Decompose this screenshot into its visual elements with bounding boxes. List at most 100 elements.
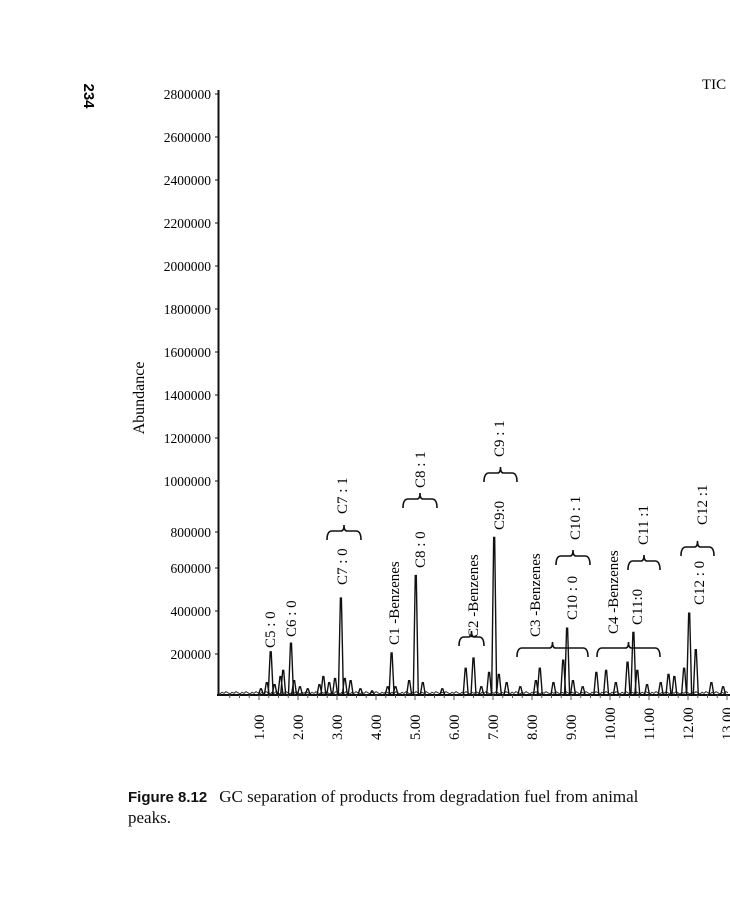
peak: [643, 684, 651, 696]
peak: [671, 675, 678, 696]
peak: [692, 649, 699, 696]
x-tick-label: 3.00: [330, 715, 346, 740]
bracket: [680, 540, 715, 557]
peak: [602, 669, 610, 696]
peak: [470, 657, 477, 696]
peak: [657, 682, 664, 696]
peak: [267, 651, 274, 696]
peak-label: C6 : 0: [284, 600, 300, 637]
peak: [392, 686, 399, 696]
peak: [462, 667, 469, 696]
peak: [304, 688, 311, 696]
baseline-noise: [219, 690, 729, 695]
peak-label: C9 : 1: [492, 420, 508, 457]
peak: [439, 688, 446, 696]
caption-text-line2: peaks.: [128, 808, 171, 827]
peak: [563, 627, 571, 696]
y-tick-label: 2400000: [164, 173, 212, 188]
peak: [287, 642, 295, 696]
y-tick-label: 800000: [171, 525, 212, 540]
peak: [536, 667, 543, 696]
figure-caption: Figure 8.12 GC separation of products fro…: [128, 787, 730, 828]
y-tick-label: 2600000: [164, 130, 212, 145]
peak-label: C12 : 0: [692, 561, 708, 605]
peak-label: C12 :1: [695, 485, 711, 525]
peak: [680, 667, 688, 696]
bracket: [402, 492, 438, 509]
x-tick-label: 8.00: [525, 715, 541, 740]
peak: [630, 631, 637, 696]
peak-label: C2 -Benzenes: [466, 554, 482, 638]
peak-label: C10 : 0: [565, 576, 581, 620]
peak-label: C1 -Benzenes: [387, 561, 403, 645]
page-number: 234: [80, 83, 97, 109]
peak: [517, 686, 524, 696]
peak: [412, 574, 419, 696]
y-tick-label: 1000000: [164, 474, 212, 489]
peak: [634, 669, 641, 696]
x-tick-label: 5.00: [408, 715, 424, 740]
bracket: [627, 554, 661, 571]
x-tick-label: 11.00: [642, 708, 658, 740]
y-axis-label: Abundance: [131, 362, 148, 435]
peak: [478, 686, 485, 696]
peak: [337, 597, 345, 696]
peak: [490, 536, 498, 696]
peak: [326, 682, 333, 696]
peak: [271, 684, 278, 696]
peak-label: C3 -Benzenes: [528, 553, 544, 637]
peak: [612, 682, 620, 696]
peak-label: C11:0: [630, 589, 646, 625]
peak: [279, 669, 287, 696]
bracket: [516, 641, 589, 658]
x-tick-label: 7.00: [486, 715, 502, 740]
y-tick-label: 400000: [171, 604, 212, 619]
peak: [320, 675, 327, 696]
y-tick-label: 2000000: [164, 259, 212, 274]
peak: [341, 677, 348, 696]
peak: [503, 682, 510, 696]
peak: [665, 673, 672, 696]
peak: [719, 686, 727, 696]
peak-label: C11 :1: [636, 505, 652, 545]
peak: [485, 671, 493, 696]
peak: [495, 673, 503, 696]
tic-label: TIC: [702, 77, 726, 93]
y-tick-label: 2200000: [164, 216, 212, 231]
peak-label: C4 -Benzenes: [606, 550, 622, 634]
peak: [405, 679, 413, 696]
peak: [331, 677, 339, 696]
bracket: [483, 466, 518, 483]
peak: [550, 682, 557, 696]
peak: [593, 671, 600, 696]
peak: [708, 682, 715, 696]
x-tick-label: 13.00: [720, 707, 730, 740]
y-tick-label: 200000: [171, 647, 212, 662]
y-tick-label: 1400000: [164, 388, 212, 403]
y-tick-label: 1600000: [164, 345, 212, 360]
x-tick-label: 1.00: [252, 715, 268, 740]
caption-text: GC separation of products from degradati…: [219, 787, 639, 806]
peak: [419, 682, 426, 696]
peak: [368, 690, 376, 696]
x-tick-label: 9.00: [564, 715, 580, 740]
bracket: [326, 524, 362, 541]
bracket: [555, 549, 591, 566]
x-tick-label: 6.00: [447, 715, 463, 740]
bracket: [596, 641, 661, 658]
y-tick-label: 2800000: [164, 87, 212, 102]
bracket: [458, 630, 485, 647]
peak: [569, 679, 577, 696]
x-tick-label: 12.00: [681, 707, 697, 740]
peak: [624, 661, 631, 696]
peak: [388, 652, 395, 696]
x-tick-label: 10.00: [603, 707, 619, 740]
peak: [257, 688, 265, 696]
peak: [579, 686, 586, 696]
peak-label: C7 : 1: [335, 477, 351, 514]
peak-label: C8 : 0: [413, 531, 429, 568]
peak: [347, 679, 354, 696]
y-tick-label: 1200000: [164, 431, 212, 446]
caption-label: Figure 8.12: [128, 789, 208, 806]
peak: [685, 612, 693, 696]
